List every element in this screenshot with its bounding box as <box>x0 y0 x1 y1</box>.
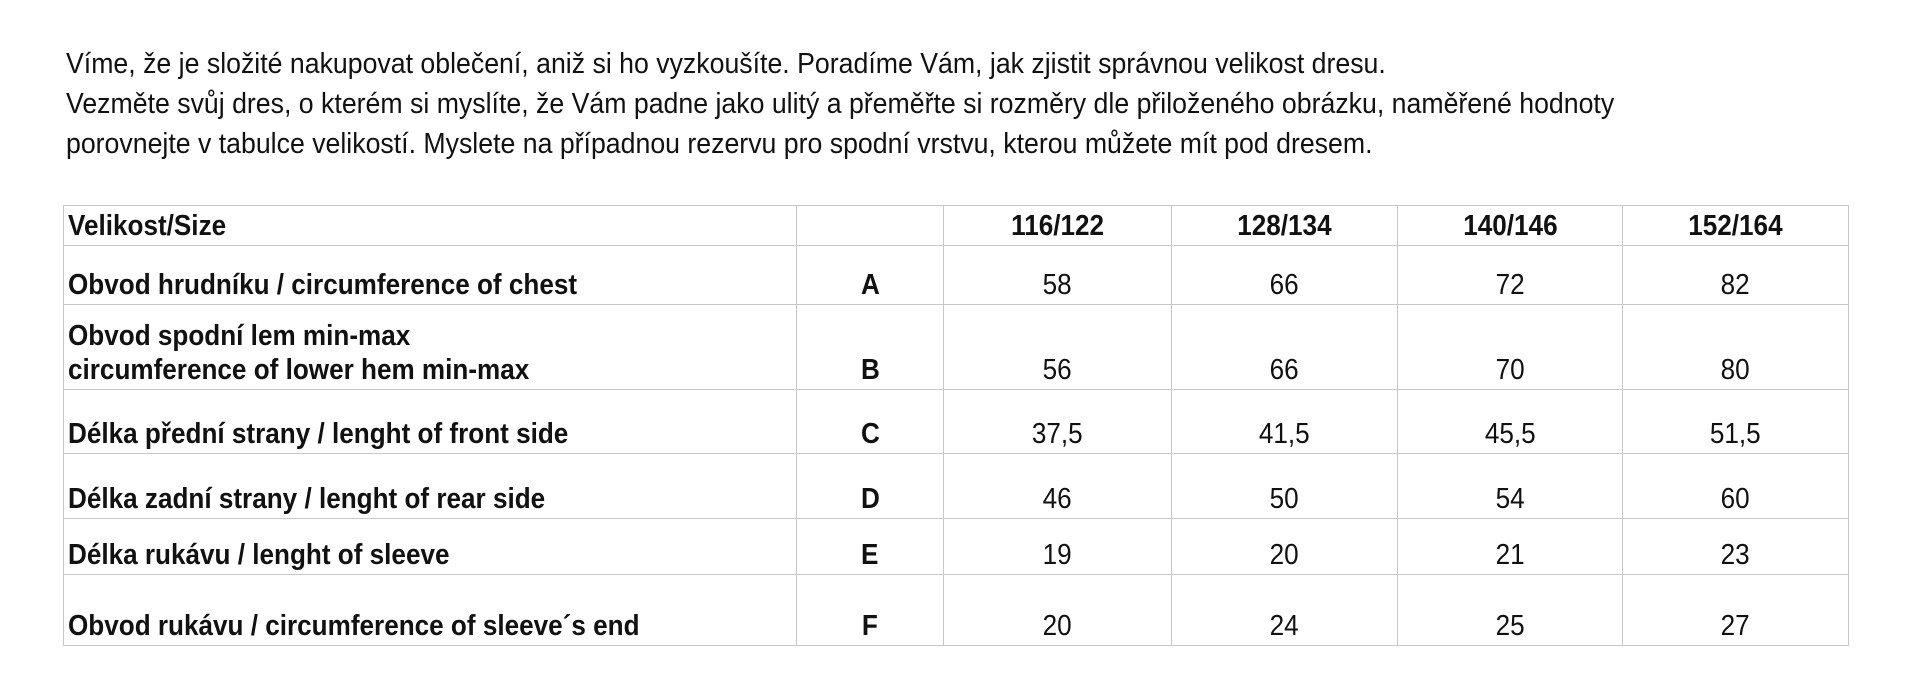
row-value: 23 <box>1622 518 1849 575</box>
row-value: 37,5 <box>943 389 1172 454</box>
intro-line: Vezměte svůj dres, o kterém si myslíte, … <box>66 88 1615 120</box>
table-row: Obvod hrudníku / circumference of chest A… <box>63 245 1849 305</box>
row-code: F <box>796 574 944 646</box>
row-label-line: Obvod rukávu / circumference of sleeve´s… <box>68 610 640 642</box>
row-value: 41,5 <box>1171 389 1398 454</box>
table-row: Obvod rukávu / circumference of sleeve´s… <box>63 574 1849 646</box>
row-value: 56 <box>943 304 1172 390</box>
header-size: 152/164 <box>1622 205 1849 246</box>
row-value: 46 <box>943 453 1172 519</box>
row-code: E <box>796 518 944 575</box>
header-code <box>796 205 944 246</box>
row-label: Délka přední strany / lenght of front si… <box>63 389 797 454</box>
row-label-line: Délka zadní strany / lenght of rear side <box>68 483 546 515</box>
row-code: B <box>796 304 944 390</box>
size-table: Velikost/Size 116/122 128/134 140/146 15… <box>63 205 1849 646</box>
intro-text: Víme, že je složité nakupovat oblečení, … <box>66 44 1614 164</box>
row-value: 60 <box>1622 453 1849 519</box>
row-label-line: Délka rukávu / lenght of sleeve <box>68 539 450 571</box>
row-label: Obvod hrudníku / circumference of chest <box>63 245 797 305</box>
row-code: D <box>796 453 944 519</box>
row-value: 51,5 <box>1622 389 1849 454</box>
row-value: 66 <box>1171 304 1398 390</box>
row-value: 66 <box>1171 245 1398 305</box>
row-value: 25 <box>1397 574 1623 646</box>
row-label-line: circumference of lower hem min-max <box>68 354 530 386</box>
row-value: 24 <box>1171 574 1398 646</box>
row-value: 20 <box>1171 518 1398 575</box>
header-label: Velikost/Size <box>63 205 797 246</box>
row-value: 27 <box>1622 574 1849 646</box>
row-value: 58 <box>943 245 1172 305</box>
row-code: C <box>796 389 944 454</box>
table-row: Délka zadní strany / lenght of rear side… <box>63 453 1849 519</box>
header-size: 116/122 <box>943 205 1172 246</box>
row-label-line: Obvod spodní lem min-max <box>68 320 411 352</box>
row-label: Délka zadní strany / lenght of rear side <box>63 453 797 519</box>
row-label-line: Délka přední strany / lenght of front si… <box>68 418 569 450</box>
row-label: Obvod spodní lem min-max circumference of… <box>63 304 797 390</box>
header-size: 128/134 <box>1171 205 1398 246</box>
row-value: 70 <box>1397 304 1623 390</box>
row-label: Obvod rukávu / circumference of sleeve´s… <box>63 574 797 646</box>
table-row: Délka přední strany / lenght of front si… <box>63 389 1849 454</box>
row-label-line: Obvod hrudníku / circumference of chest <box>68 269 578 301</box>
row-label: Délka rukávu / lenght of sleeve <box>63 518 797 575</box>
row-value: 54 <box>1397 453 1623 519</box>
row-code: A <box>796 245 944 305</box>
table-header-row: Velikost/Size 116/122 128/134 140/146 15… <box>63 205 1849 246</box>
row-value: 80 <box>1622 304 1849 390</box>
row-value: 82 <box>1622 245 1849 305</box>
row-value: 45,5 <box>1397 389 1623 454</box>
row-value: 20 <box>943 574 1172 646</box>
row-value: 21 <box>1397 518 1623 575</box>
row-value: 19 <box>943 518 1172 575</box>
table-row: Obvod spodní lem min-max circumference of… <box>63 304 1849 390</box>
table-row: Délka rukávu / lenght of sleeve E 19 20 21 23 <box>63 518 1849 575</box>
intro-line: Víme, že je složité nakupovat oblečení, … <box>66 48 1386 80</box>
row-value: 72 <box>1397 245 1623 305</box>
row-value: 50 <box>1171 453 1398 519</box>
header-size: 140/146 <box>1397 205 1623 246</box>
intro-line: porovnejte v tabulce velikostí. Myslete … <box>66 128 1373 160</box>
